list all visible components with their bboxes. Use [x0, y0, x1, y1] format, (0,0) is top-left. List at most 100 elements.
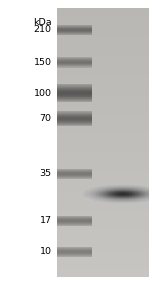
Bar [116, 185, 117, 186]
Bar [107, 202, 108, 203]
Bar [127, 191, 128, 192]
Bar [94, 199, 95, 200]
Bar [113, 191, 114, 192]
Bar [139, 200, 140, 201]
Bar [57, 101, 148, 102]
Bar [127, 202, 128, 203]
Bar [128, 192, 129, 193]
Bar [130, 201, 131, 202]
Bar [105, 195, 106, 196]
Bar [110, 201, 111, 202]
Bar [142, 188, 143, 189]
Bar [57, 251, 92, 252]
Bar [122, 194, 123, 195]
Bar [57, 29, 92, 30]
Bar [122, 191, 123, 192]
Bar [117, 195, 118, 196]
Bar [128, 196, 129, 197]
Bar [113, 199, 114, 200]
Bar [129, 200, 130, 201]
Bar [112, 196, 113, 197]
Bar [57, 119, 92, 120]
Bar [109, 201, 110, 202]
Bar [127, 186, 128, 187]
Bar [57, 175, 148, 176]
Bar [139, 190, 140, 191]
Bar [123, 200, 124, 201]
Bar [129, 185, 130, 186]
Bar [116, 200, 117, 201]
Bar [138, 187, 139, 188]
Bar [130, 191, 131, 192]
Bar [57, 50, 148, 51]
Bar [118, 185, 119, 186]
Bar [131, 189, 132, 190]
Bar [125, 201, 126, 202]
Bar [132, 196, 133, 197]
Bar [57, 107, 148, 108]
Bar [106, 197, 107, 198]
Bar [147, 190, 148, 191]
Bar [90, 193, 91, 194]
Bar [57, 81, 148, 82]
Bar [110, 190, 111, 191]
Bar [57, 97, 148, 98]
Bar [120, 185, 121, 186]
Bar [126, 199, 127, 200]
Bar [106, 198, 107, 199]
Bar [57, 112, 148, 113]
Bar [122, 188, 123, 189]
Bar [57, 139, 148, 140]
Bar [128, 199, 129, 200]
Bar [142, 194, 143, 195]
Bar [121, 194, 122, 195]
Bar [130, 195, 131, 196]
Bar [127, 200, 128, 201]
Bar [57, 67, 92, 68]
Bar [84, 192, 85, 193]
Bar [57, 58, 92, 59]
Bar [122, 189, 123, 190]
Bar [57, 254, 148, 255]
Bar [57, 274, 148, 275]
Bar [57, 95, 92, 96]
Bar [120, 198, 121, 199]
Bar [101, 189, 102, 190]
Bar [122, 187, 123, 188]
Bar [57, 85, 92, 86]
Bar [100, 200, 101, 201]
Bar [57, 128, 148, 130]
Bar [118, 193, 119, 194]
Bar [135, 185, 136, 186]
Bar [57, 222, 92, 223]
Bar [103, 201, 104, 202]
Bar [126, 191, 127, 192]
Bar [57, 247, 148, 248]
Bar [137, 187, 138, 188]
Bar [85, 193, 86, 194]
Bar [57, 272, 148, 273]
Bar [146, 200, 147, 201]
Bar [115, 188, 116, 189]
Bar [123, 201, 124, 202]
Bar [57, 58, 148, 59]
Bar [57, 91, 92, 92]
Bar [57, 45, 148, 46]
Bar [57, 24, 148, 25]
Bar [115, 196, 116, 197]
Bar [146, 190, 147, 191]
Bar [57, 19, 148, 20]
Bar [57, 146, 148, 147]
Bar [57, 89, 92, 90]
Bar [114, 191, 115, 192]
Bar [125, 199, 126, 200]
Bar [122, 195, 123, 196]
Bar [139, 186, 140, 187]
Bar [57, 261, 148, 262]
Bar [88, 191, 89, 192]
Bar [144, 188, 145, 189]
Bar [104, 197, 105, 198]
Bar [57, 246, 92, 247]
Bar [57, 182, 148, 183]
Bar [57, 28, 92, 29]
